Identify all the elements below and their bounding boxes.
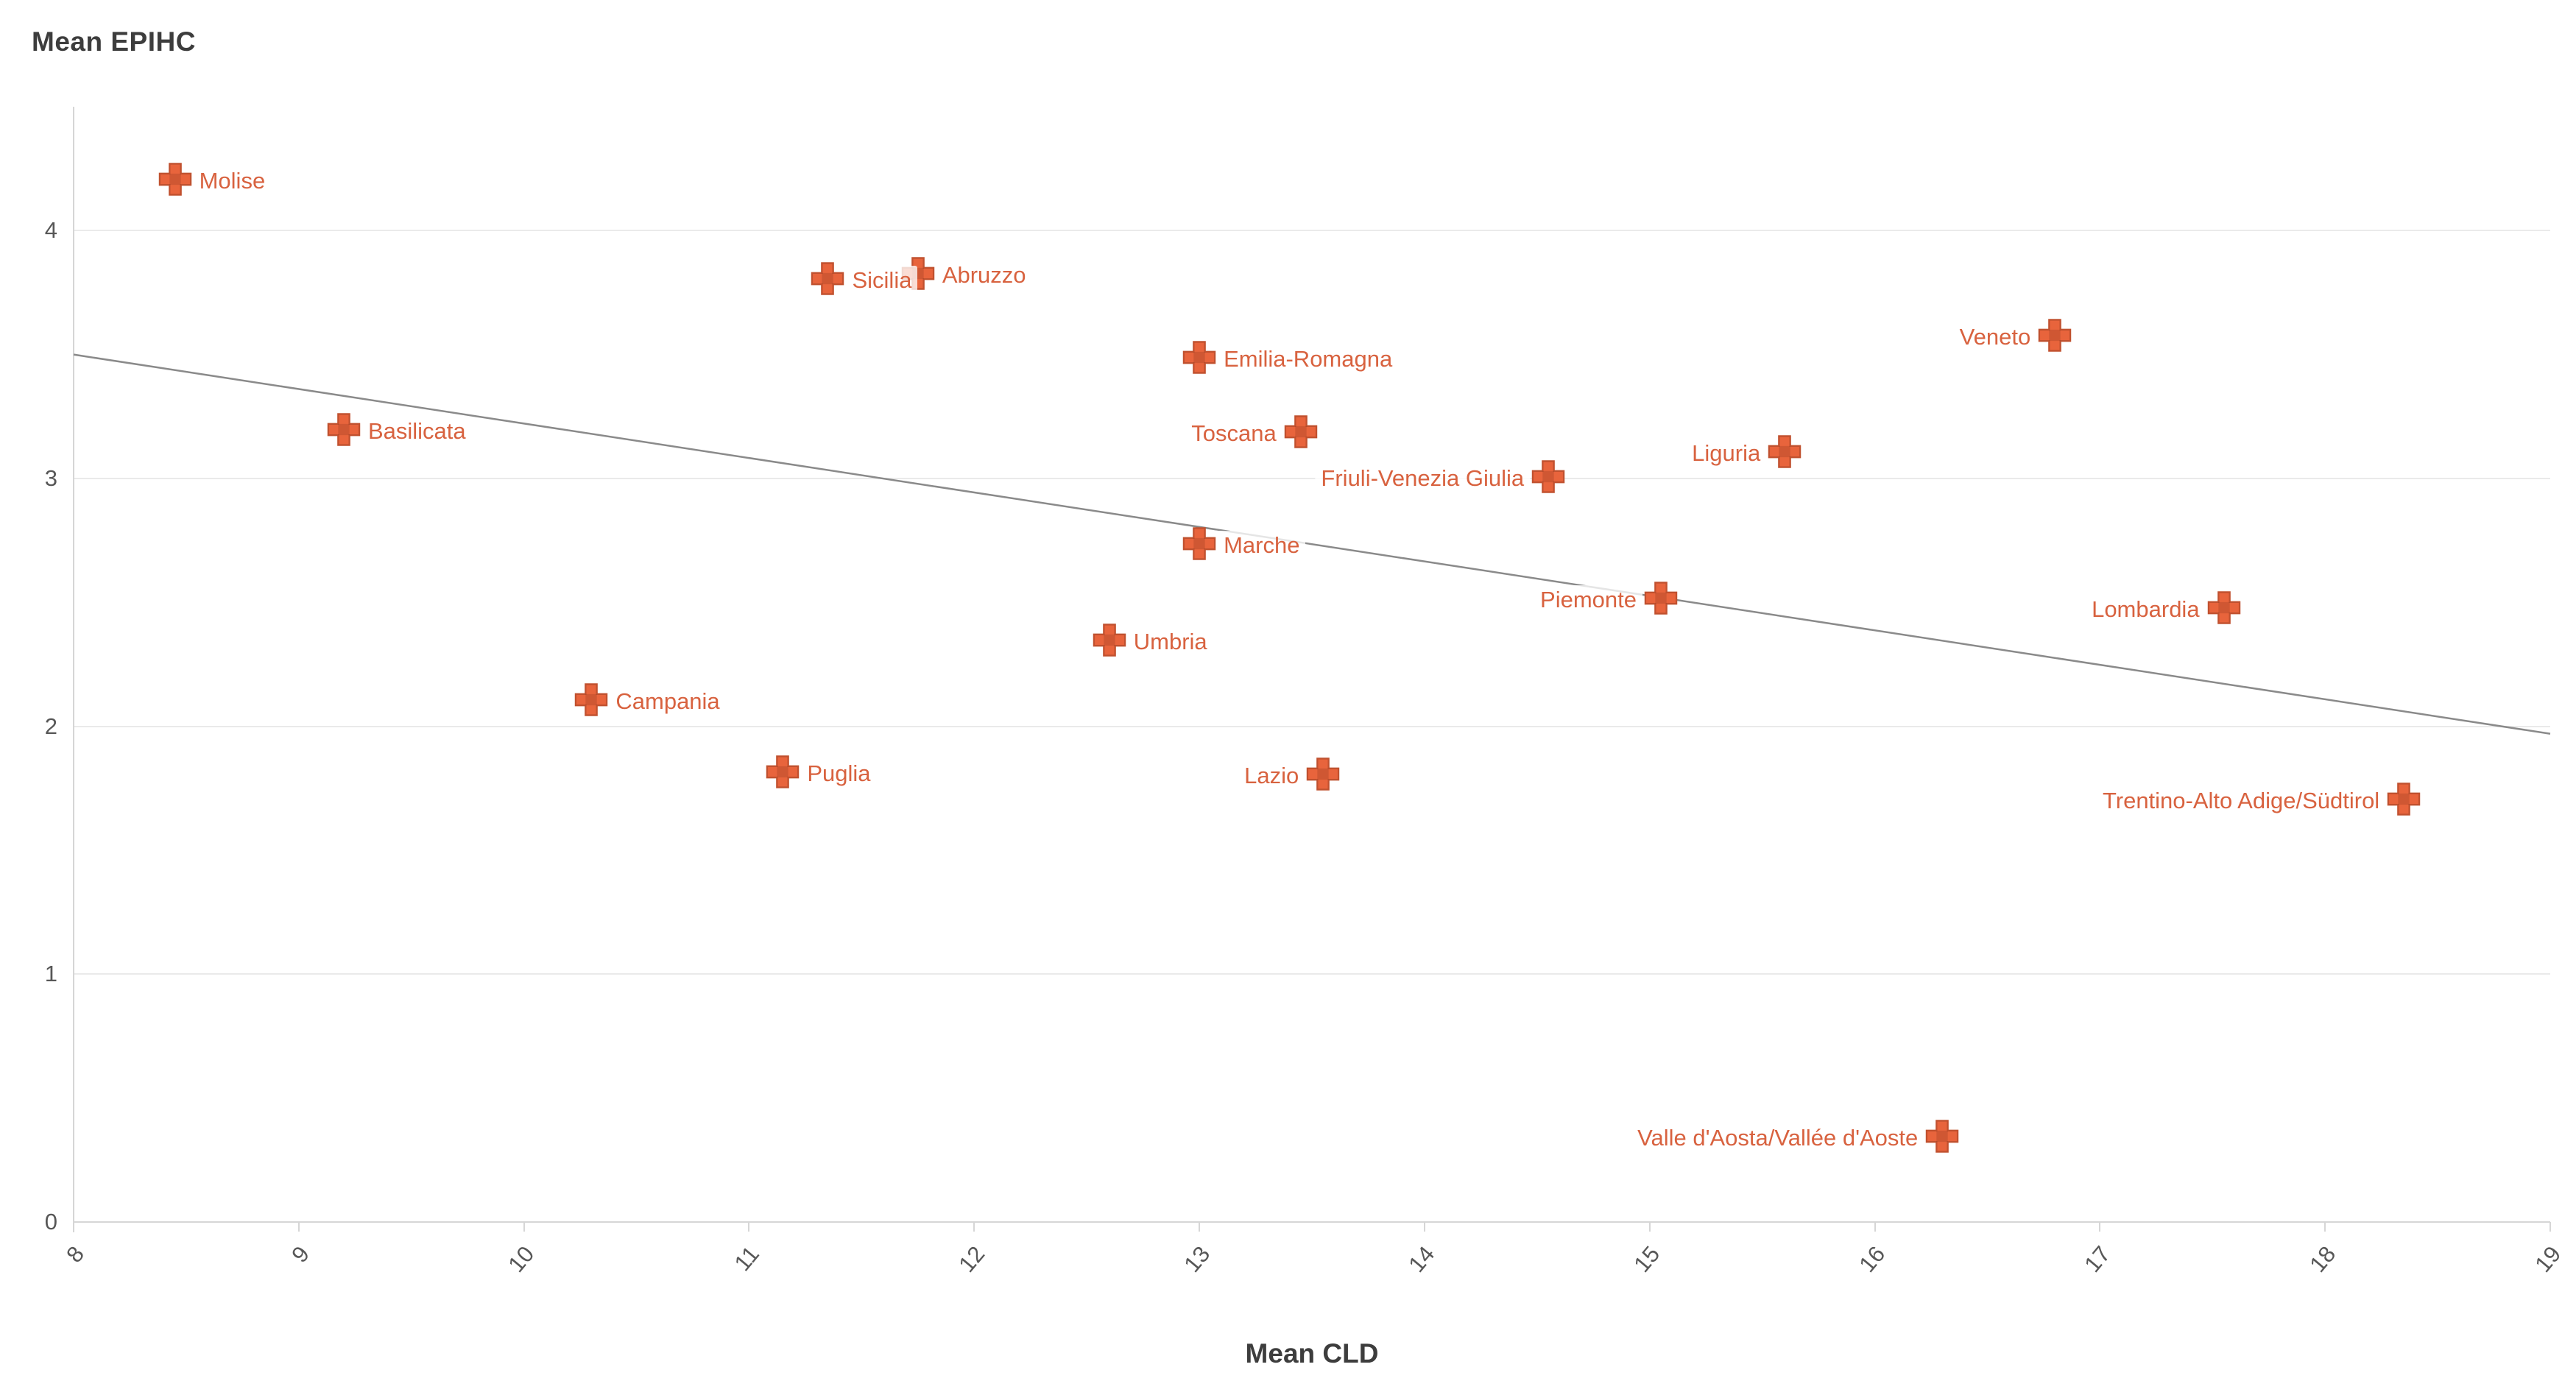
- data-point-marker-Lazio[interactable]: [1306, 757, 1340, 795]
- data-point-marker-Sicilia[interactable]: [811, 261, 844, 299]
- y-tick-label-4: 4: [44, 217, 57, 244]
- point-label-Trentino-Alto Adige/Südtirol: Trentino-Alto Adige/Südtirol: [2096, 785, 2386, 816]
- x-tick-19: [2549, 1222, 2551, 1232]
- x-tick-12: [973, 1222, 975, 1232]
- x-tick-8: [73, 1222, 74, 1232]
- x-tick-17: [2099, 1222, 2101, 1232]
- x-tick-13: [1199, 1222, 1201, 1232]
- data-point-marker-Basilicata[interactable]: [327, 413, 361, 451]
- data-point-marker-Toscana[interactable]: [1284, 415, 1318, 453]
- point-label-Molise: Molise: [193, 166, 272, 196]
- point-label-Campania: Campania: [610, 687, 726, 716]
- point-label-Toscana: Toscana: [1185, 419, 1282, 449]
- data-point-marker-Trentino-Alto Adige/Südtirol[interactable]: [2387, 782, 2421, 819]
- x-tick-15: [1648, 1222, 1651, 1232]
- data-point-marker-Lombardia[interactable]: [2207, 591, 2241, 629]
- gridline-y-3: [74, 478, 2550, 479]
- data-point-marker-Friuli-Venezia Giulia[interactable]: [1531, 460, 1565, 498]
- x-tick-16: [1874, 1222, 1876, 1232]
- point-label-Veneto: Veneto: [1953, 322, 2037, 353]
- point-label-Basilicata: Basilicata: [361, 417, 472, 447]
- y-tick-label-3: 3: [44, 465, 57, 491]
- x-axis-line: [74, 1221, 2550, 1223]
- y-axis-line: [73, 107, 74, 1232]
- point-label-Friuli-Venezia Giulia: Friuli-Venezia Giulia: [1315, 464, 1531, 493]
- point-label-Abruzzo: Abruzzo: [936, 260, 1032, 290]
- gridline-y-1: [74, 973, 2550, 975]
- point-label-Lombardia: Lombardia: [2086, 595, 2206, 625]
- y-axis-title: Mean EPIHC: [32, 27, 196, 57]
- point-label-Valle d'Aosta/Vallée d'Aoste: Valle d'Aosta/Vallée d'Aoste: [1631, 1123, 1924, 1153]
- y-tick-label-2: 2: [44, 713, 57, 739]
- x-tick-18: [2324, 1222, 2326, 1232]
- x-tick-14: [1423, 1222, 1425, 1232]
- point-label-Piemonte: Piemonte: [1534, 585, 1643, 615]
- point-label-Marche: Marche: [1218, 530, 1306, 560]
- data-point-marker-Puglia[interactable]: [766, 755, 800, 792]
- data-point-marker-Campania[interactable]: [574, 683, 608, 721]
- point-label-Emilia-Romagna: Emilia-Romagna: [1218, 345, 1399, 375]
- gridline-y-2: [74, 725, 2550, 727]
- data-point-marker-Valle d'Aosta/Vallée d'Aoste[interactable]: [1925, 1119, 1959, 1156]
- data-point-marker-Molise[interactable]: [158, 163, 192, 200]
- y-tick-label-1: 1: [44, 961, 57, 987]
- data-point-marker-Veneto[interactable]: [2038, 319, 2072, 356]
- point-label-Puglia: Puglia: [801, 758, 877, 788]
- y-tick-label-0: 0: [44, 1209, 57, 1235]
- point-label-Lazio: Lazio: [1238, 761, 1305, 791]
- x-tick-9: [297, 1222, 300, 1232]
- x-tick-10: [523, 1222, 525, 1232]
- gridline-y-4: [74, 230, 2550, 232]
- x-axis-title: Mean CLD: [1245, 1338, 1379, 1368]
- point-label-Liguria: Liguria: [1686, 439, 1767, 469]
- x-tick-11: [748, 1222, 750, 1232]
- data-point-marker-Marche[interactable]: [1182, 526, 1216, 564]
- point-label-Sicilia: Sicilia: [846, 265, 918, 295]
- data-point-marker-Emilia-Romagna[interactable]: [1182, 341, 1216, 378]
- data-point-marker-Piemonte[interactable]: [1644, 581, 1678, 618]
- data-point-marker-Umbria[interactable]: [1093, 624, 1126, 661]
- point-label-Umbria: Umbria: [1127, 627, 1213, 657]
- data-point-marker-Liguria[interactable]: [1768, 435, 1802, 473]
